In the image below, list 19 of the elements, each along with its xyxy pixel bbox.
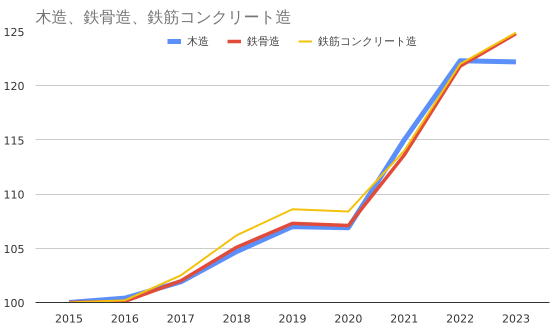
x-tick-label: 2021 — [390, 312, 418, 325]
y-tick-label: 105 — [4, 242, 25, 256]
y-tick-label: 110 — [4, 188, 25, 202]
x-tick-label: 2016 — [110, 312, 139, 325]
y-tick-label: 120 — [4, 80, 25, 94]
x-tick-label: 2017 — [166, 312, 195, 325]
x-tick-label: 2015 — [55, 312, 84, 325]
legend-label: 鉄筋コンクリート造 — [318, 34, 417, 48]
x-tick-label: 2019 — [278, 312, 307, 325]
x-tick-label: 2023 — [502, 312, 530, 325]
chart-title: 木造、鉄骨造、鉄筋コンクリート造 — [36, 8, 292, 26]
x-tick-label: 2018 — [222, 312, 251, 325]
x-tick-label: 2020 — [334, 312, 362, 325]
y-tick-label: 100 — [4, 297, 25, 310]
legend-label: 鉄骨造 — [247, 34, 280, 48]
legend-label: 木造 — [187, 34, 209, 48]
y-tick-label: 115 — [4, 134, 25, 148]
y-tick-label: 125 — [4, 26, 25, 39]
x-tick-label: 2022 — [446, 312, 474, 325]
